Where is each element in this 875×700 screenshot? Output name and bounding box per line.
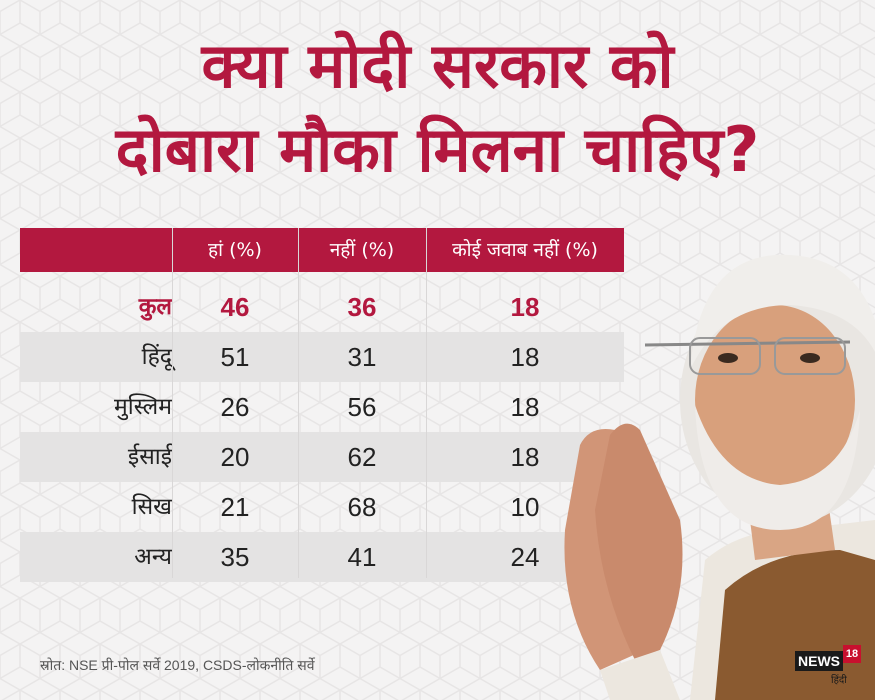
portrait-photo [564,254,875,700]
source-note: स्रोत: NSE प्री-पोल सर्वे 2019, CSDS-लोक… [40,657,315,673]
row-label: ईसाई [127,444,172,470]
logo-subtitle: हिंदी [831,675,847,686]
column-header-no: नहीं (%) [329,239,395,261]
chart-title: क्या मोदी सरकार को दोबारा मौका मिलना चाह… [0,24,875,192]
cell-value: 41 [347,542,377,572]
cell-value: 56 [347,392,377,422]
table-row: कुल 46 36 18 [20,282,624,332]
cell-value: 31 [347,342,377,372]
cell-value: 26 [220,392,250,422]
column-divider [426,228,427,578]
row-label: अन्य [134,544,172,570]
cell-value: 62 [347,442,377,472]
table-row: मुस्लिम 26 56 18 [20,382,624,432]
column-divider [172,228,173,578]
column-header-no-answer: कोई जवाब नहीं (%) [452,239,598,261]
column-divider [298,228,299,578]
row-label: मुस्लिम [113,394,172,420]
cell-value: 10 [510,492,540,522]
cell-value: 24 [510,542,540,572]
title-line-2: दोबारा मौका मिलना चाहिए? [115,113,760,186]
cell-value: 20 [220,442,250,472]
column-header-yes: हां (%) [208,239,262,261]
table-row: सिख 21 68 10 [20,482,624,532]
cell-value: 51 [220,342,250,372]
cell-value: 68 [347,492,377,522]
table-row: हिंदू 51 31 18 [20,332,624,382]
logo-number: 18 [843,645,861,663]
cell-value: 46 [220,292,250,322]
logo-word: NEWS [795,651,843,671]
table-header: हां (%) नहीं (%) कोई जवाब नहीं (%) [20,228,624,272]
row-label: सिख [131,494,172,520]
news18-logo: NEWS 18 हिंदी [795,645,861,686]
title-line-1: क्या मोदी सरकार को [201,29,674,102]
cell-value: 18 [510,342,540,372]
cell-value: 36 [347,292,377,322]
cell-value: 18 [510,442,540,472]
row-label: कुल [138,294,172,320]
table-row: अन्य 35 41 24 [20,532,624,582]
cell-value: 18 [510,292,540,322]
row-label: हिंदू [141,344,172,370]
cell-value: 18 [510,392,540,422]
cell-value: 35 [220,542,250,572]
cell-value: 21 [220,492,250,522]
table-row: ईसाई 20 62 18 [20,432,624,482]
